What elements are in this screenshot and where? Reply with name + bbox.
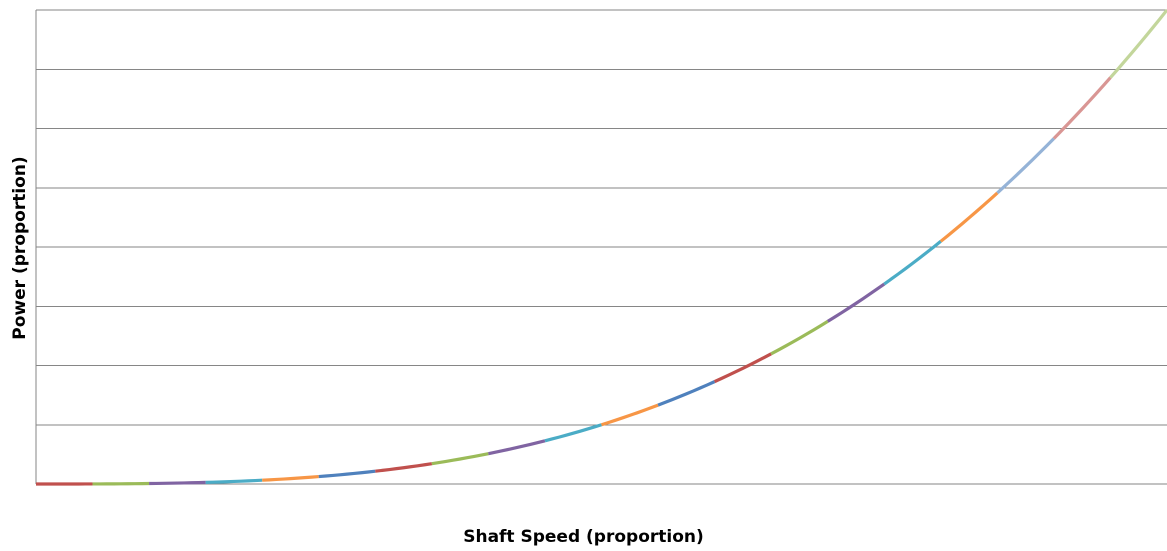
curve-segment (713, 352, 772, 384)
x-axis-title: Shaft Speed (proportion) (463, 527, 704, 547)
gridlines (36, 9, 1167, 485)
curve-segment (1052, 76, 1112, 140)
curve-segment (996, 137, 1056, 195)
curve-segment (262, 474, 319, 482)
curve-segment (431, 452, 489, 466)
curve-segment (205, 478, 263, 484)
curve-segment (318, 469, 376, 479)
curve-segment (149, 480, 206, 486)
curve-segment (939, 191, 999, 243)
curve-segment (883, 240, 942, 286)
y-axis-title: Power (proportion) (10, 156, 30, 340)
curve-segment (770, 320, 829, 356)
series-power-curve (36, 8, 1167, 486)
curve-segment (544, 423, 602, 443)
curve-segment (1109, 8, 1167, 79)
curve-segment (375, 462, 433, 473)
curve-segment (826, 282, 886, 323)
curve-segment (657, 380, 716, 407)
curve-segment (488, 439, 546, 456)
curve-segment (601, 403, 659, 427)
